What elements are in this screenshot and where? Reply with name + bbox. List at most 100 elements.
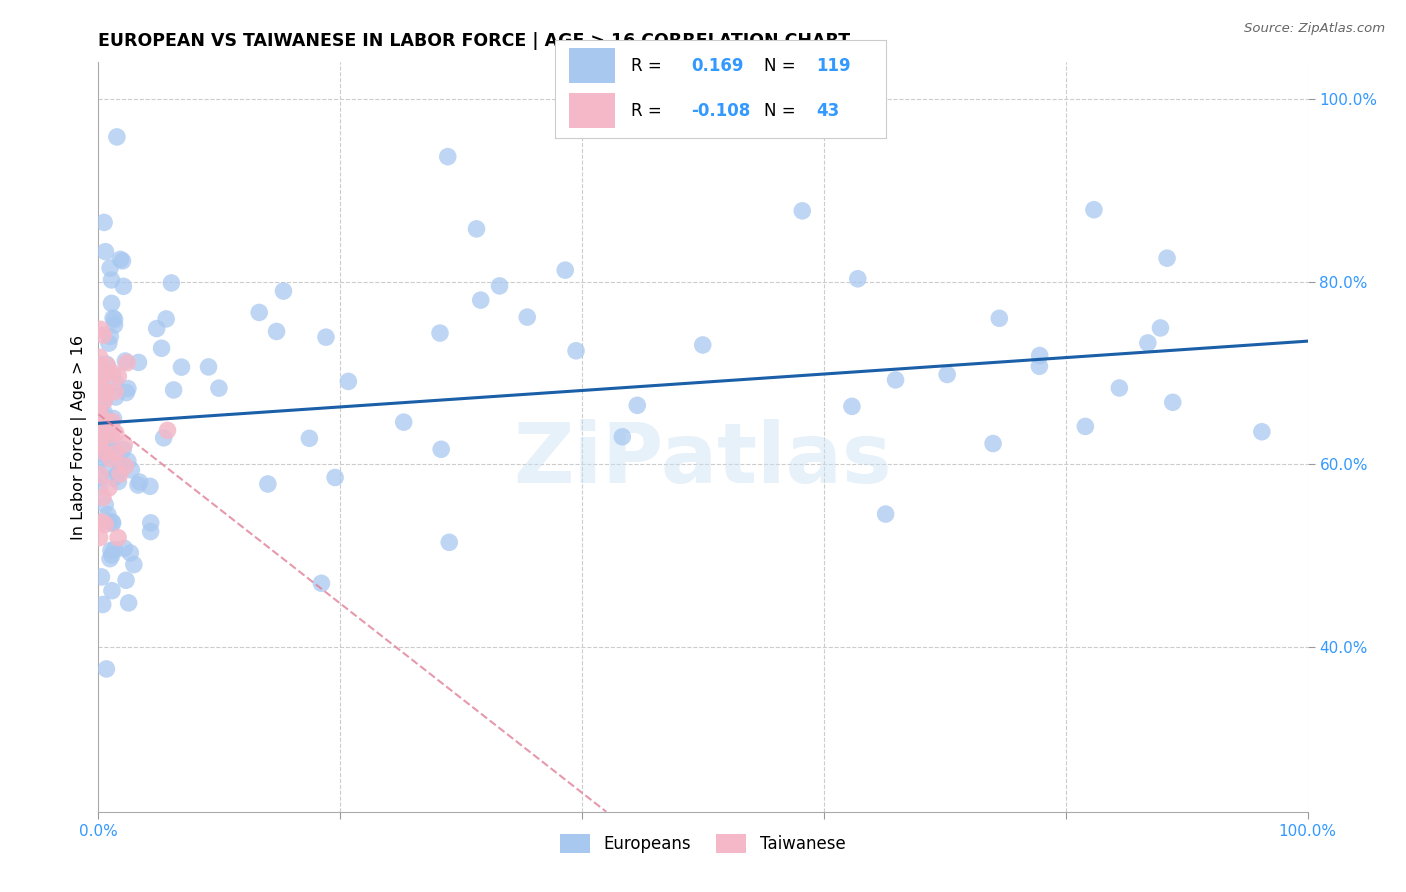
Point xyxy=(846,272,869,286)
Bar xyxy=(568,48,614,83)
Point xyxy=(392,415,415,429)
Point xyxy=(884,373,907,387)
Point xyxy=(439,535,461,549)
Point xyxy=(90,322,112,336)
Point xyxy=(94,517,117,532)
Point xyxy=(100,543,122,558)
Point xyxy=(139,524,162,539)
Point xyxy=(792,203,814,218)
Point xyxy=(97,436,120,450)
Point xyxy=(98,329,121,343)
Point xyxy=(436,150,458,164)
Point xyxy=(115,574,138,588)
Point xyxy=(104,312,127,326)
Point xyxy=(1108,381,1130,395)
Point xyxy=(1156,251,1178,265)
Point xyxy=(112,279,135,293)
Point xyxy=(93,384,115,399)
Y-axis label: In Labor Force | Age > 16: In Labor Force | Age > 16 xyxy=(72,334,87,540)
Point xyxy=(105,130,128,145)
Point xyxy=(100,296,122,310)
Point xyxy=(94,498,117,512)
Point xyxy=(91,598,114,612)
Point xyxy=(128,355,150,369)
Text: R =: R = xyxy=(631,102,668,120)
Point xyxy=(101,548,124,562)
Point xyxy=(104,376,127,390)
Point xyxy=(150,341,173,355)
Point xyxy=(90,570,112,584)
Point xyxy=(337,375,360,389)
Point xyxy=(1074,419,1097,434)
Point xyxy=(430,442,453,457)
Point xyxy=(91,491,114,505)
Point xyxy=(117,596,139,610)
Point xyxy=(89,358,111,372)
Point xyxy=(96,359,118,373)
Point xyxy=(97,514,120,528)
Point xyxy=(98,551,121,566)
Point xyxy=(89,404,111,418)
Point xyxy=(875,507,897,521)
Point xyxy=(97,461,120,475)
Point xyxy=(111,457,134,471)
Point xyxy=(107,467,129,481)
Point xyxy=(114,354,136,368)
Point xyxy=(101,440,124,454)
Point xyxy=(162,383,184,397)
Point xyxy=(89,425,111,440)
Point xyxy=(612,430,634,444)
Point xyxy=(103,542,125,557)
Point xyxy=(156,423,179,437)
Point xyxy=(93,414,115,428)
Point xyxy=(100,451,122,466)
Point xyxy=(100,273,122,287)
Point xyxy=(90,381,112,395)
Point xyxy=(97,508,120,522)
Text: N =: N = xyxy=(763,57,796,75)
Legend: Europeans, Taiwanese: Europeans, Taiwanese xyxy=(554,827,852,860)
Text: 119: 119 xyxy=(817,57,851,75)
Point xyxy=(470,293,492,307)
Point xyxy=(100,428,122,442)
Point xyxy=(104,426,127,441)
Point xyxy=(89,409,111,424)
Point xyxy=(93,392,115,407)
Point xyxy=(101,414,124,428)
Point xyxy=(160,276,183,290)
Point xyxy=(103,411,125,425)
Point xyxy=(107,531,129,545)
Point xyxy=(89,470,111,484)
Point xyxy=(98,261,121,276)
Point xyxy=(94,244,117,259)
Point xyxy=(273,284,295,298)
Point xyxy=(94,365,117,379)
Point xyxy=(257,477,280,491)
Point xyxy=(100,415,122,429)
Point xyxy=(298,431,321,445)
Point xyxy=(127,478,149,492)
Point xyxy=(115,356,138,370)
Point xyxy=(139,516,162,530)
Point xyxy=(208,381,231,395)
Point xyxy=(266,325,288,339)
Point xyxy=(89,409,111,423)
Point xyxy=(1149,321,1171,335)
Point xyxy=(988,311,1011,326)
Point xyxy=(89,481,111,495)
Point xyxy=(89,350,111,364)
Text: -0.108: -0.108 xyxy=(690,102,749,120)
Point xyxy=(94,386,117,401)
Point xyxy=(1136,335,1159,350)
Point xyxy=(104,446,127,460)
Point xyxy=(692,338,714,352)
Point xyxy=(110,252,132,267)
Point xyxy=(114,458,136,473)
Point xyxy=(122,558,145,572)
Point xyxy=(155,312,177,326)
Point xyxy=(516,310,538,325)
Point xyxy=(101,516,124,531)
Point xyxy=(107,369,129,384)
Point xyxy=(120,546,142,560)
Point xyxy=(112,541,135,556)
